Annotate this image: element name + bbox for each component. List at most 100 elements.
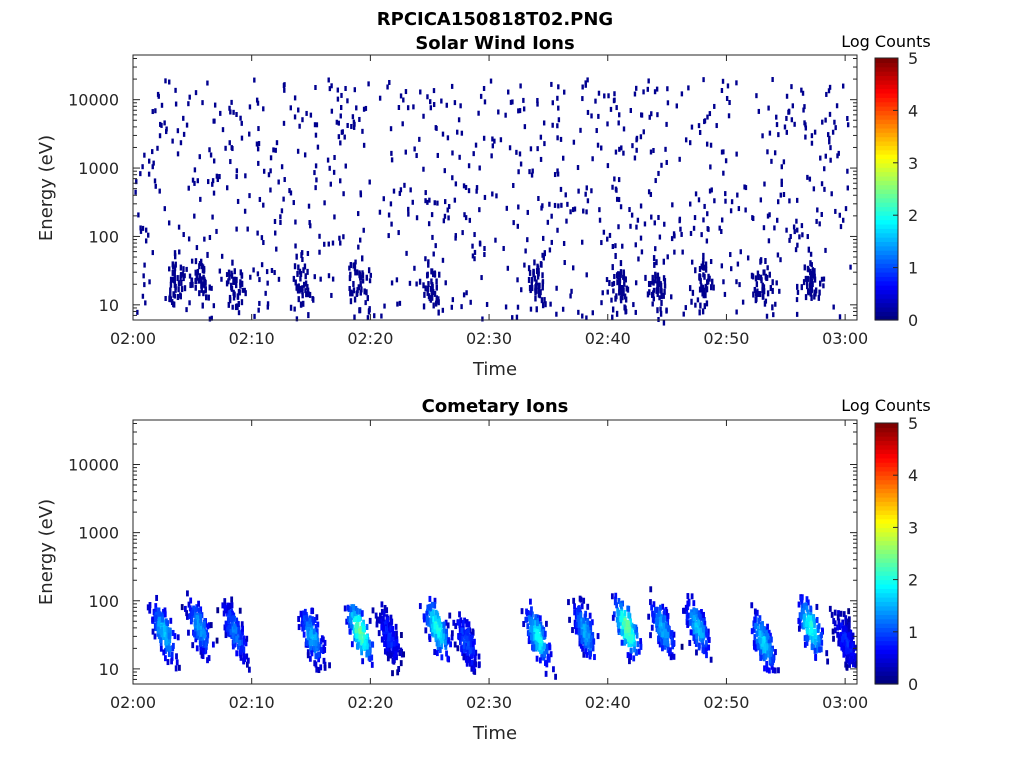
heatmap-cell: [306, 284, 309, 291]
heatmap-cell: [316, 642, 320, 649]
heatmap-cell: [530, 623, 533, 630]
heatmap-cell: [236, 621, 240, 628]
colorbar-segment: [875, 553, 898, 559]
heatmap-cell: [529, 598, 532, 605]
heatmap-cell: [269, 168, 272, 174]
heatmap-cell: [724, 198, 727, 204]
heatmap-cell: [810, 278, 814, 285]
heatmap-cell: [581, 96, 584, 102]
heatmap-cell: [431, 623, 435, 630]
heatmap-cell: [202, 281, 205, 288]
heatmap-cell: [589, 624, 593, 631]
heatmap-cell: [659, 306, 662, 312]
colorbar-segment: [875, 423, 898, 428]
heatmap-cell: [275, 140, 279, 146]
heatmap-cell: [215, 228, 218, 234]
heatmap-cell: [619, 289, 623, 296]
heatmap-cell: [413, 146, 416, 152]
heatmap-cell: [671, 202, 674, 208]
colorbar-segment: [875, 202, 898, 208]
heatmap-cell: [662, 275, 666, 282]
heatmap-cell: [634, 242, 637, 248]
heatmap-cell: [574, 613, 578, 620]
heatmap-cell: [535, 655, 539, 662]
heatmap-cell: [234, 282, 238, 289]
heatmap-cell: [443, 213, 447, 219]
heatmap-cell: [404, 89, 408, 95]
heatmap-cell: [538, 643, 542, 650]
heatmap-cell: [242, 646, 246, 653]
heatmap-cell: [199, 644, 203, 651]
colorbar-segment: [875, 544, 898, 550]
heatmap-cell: [429, 105, 433, 111]
heatmap-cell: [637, 648, 641, 655]
heatmap-cell: [313, 122, 317, 128]
heatmap-cell: [471, 243, 474, 249]
heatmap-cell: [472, 151, 475, 157]
heatmap-cell: [365, 643, 369, 650]
heatmap-cell: [258, 300, 261, 306]
heatmap-cell: [529, 634, 533, 641]
heatmap-cell: [378, 95, 382, 101]
heatmap-cell: [618, 271, 622, 278]
heatmap-cell: [359, 192, 363, 198]
heatmap-cell: [614, 596, 617, 603]
heatmap-cell: [846, 648, 850, 655]
heatmap-cell: [156, 630, 160, 637]
heatmap-cell: [545, 620, 548, 627]
heatmap-cell: [528, 619, 532, 626]
heatmap-cell: [758, 291, 762, 298]
heatmap-cell: [224, 632, 228, 639]
heatmap-cell: [444, 280, 447, 286]
heatmap-cell: [179, 272, 183, 279]
heatmap-cell: [771, 659, 775, 666]
heatmap-cell: [300, 252, 303, 259]
heatmap-cell: [612, 280, 616, 286]
colorbar-segment: [875, 444, 898, 450]
heatmap-cell: [753, 608, 757, 615]
heatmap-cell: [450, 83, 454, 89]
heatmap-cell: [153, 633, 157, 640]
heatmap-cell: [315, 614, 319, 621]
x-tick-label: 02:40: [585, 693, 631, 712]
heatmap-cell: [431, 612, 435, 619]
heatmap-cell: [692, 634, 696, 641]
heatmap-cell: [800, 598, 804, 605]
heatmap-cell: [722, 170, 725, 176]
heatmap-cell: [308, 220, 311, 226]
heatmap-cell: [314, 163, 318, 169]
heatmap-cell: [302, 281, 306, 288]
heatmap-cell: [823, 186, 826, 192]
heatmap-cell: [611, 306, 615, 313]
heatmap-cell: [813, 268, 816, 275]
heatmap-cell: [706, 632, 710, 639]
heatmap-cell: [615, 310, 619, 317]
heatmap-cell: [809, 606, 813, 613]
heatmap-cell: [173, 265, 177, 272]
heatmap-cell: [624, 308, 627, 315]
heatmap-cell: [758, 630, 762, 637]
heatmap-cell: [816, 207, 819, 213]
heatmap-cell: [612, 611, 616, 618]
heatmap-cell: [308, 291, 312, 298]
heatmap-cell: [807, 616, 811, 623]
heatmap-cell: [280, 208, 284, 214]
heatmap-cell: [670, 236, 674, 242]
colorbar-segment: [875, 293, 898, 299]
heatmap-cell: [572, 265, 575, 271]
heatmap-cell: [649, 586, 653, 593]
heatmap-cell: [761, 631, 765, 638]
heatmap-cell: [603, 93, 606, 99]
heatmap-cell: [802, 604, 806, 611]
heatmap-cell: [433, 620, 437, 627]
heatmap-cell: [812, 186, 816, 192]
heatmap-cell: [820, 627, 824, 634]
heatmap-cell: [305, 639, 309, 646]
heatmap-cell: [199, 258, 203, 265]
heatmap-cell: [264, 290, 267, 296]
heatmap-cell: [164, 626, 168, 633]
heatmap-cell: [196, 619, 200, 626]
heatmap-cell: [229, 628, 233, 635]
heatmap-cell: [199, 630, 203, 637]
heatmap-cell: [253, 77, 256, 83]
